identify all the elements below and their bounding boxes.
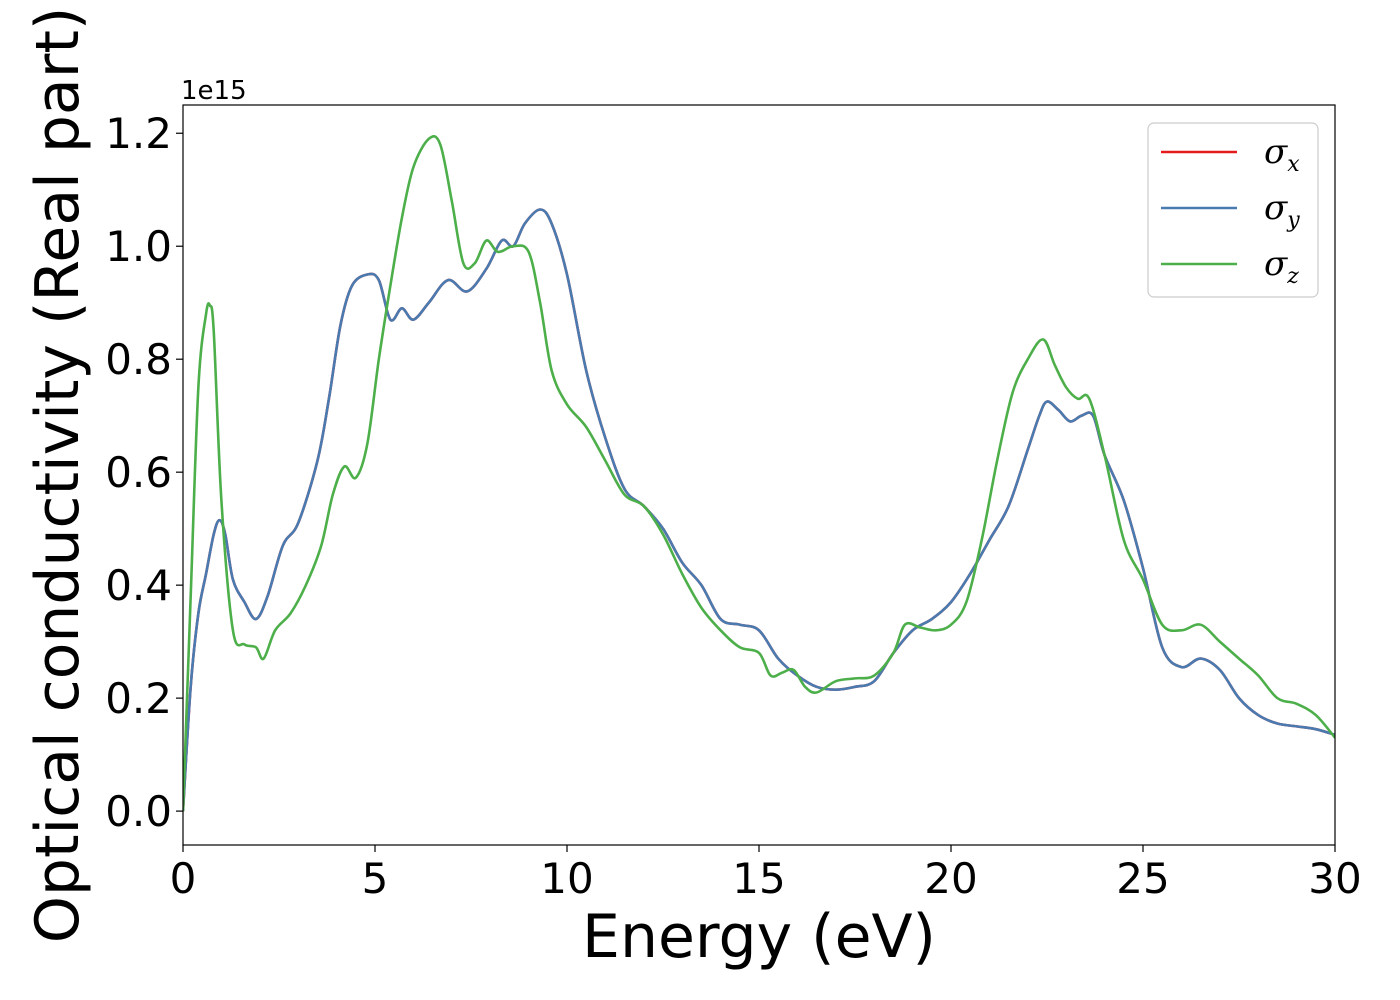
- legend-symbol: σ: [1264, 132, 1288, 172]
- legend-subscript: x: [1287, 152, 1300, 177]
- x-tick-label: 30: [1308, 854, 1361, 903]
- y-tick-label: 0.4: [105, 561, 172, 610]
- legend-label-sigma-x: σx: [1264, 132, 1300, 177]
- series-line-sigma-z: [183, 135, 1335, 812]
- y-tick-label: 0.0: [105, 787, 172, 836]
- series-layer: [183, 135, 1335, 812]
- legend-label-sigma-z: σz: [1264, 244, 1299, 289]
- y-tick-label: 0.2: [105, 674, 172, 723]
- legend-label-sigma-y: σy: [1264, 188, 1300, 233]
- legend-symbol: σ: [1264, 188, 1288, 228]
- x-axis-title: Energy (eV): [582, 902, 936, 972]
- x-tick-label: 10: [540, 854, 593, 903]
- y-tick-label: 1.2: [105, 109, 172, 158]
- y-tick-label: 0.8: [105, 335, 172, 384]
- x-tick-label: 20: [924, 854, 977, 903]
- x-tick-label: 25: [1116, 854, 1169, 903]
- x-axis: 0 5 10 15 20 25 30: [170, 845, 1362, 903]
- y-axis: 0.0 0.2 0.4 0.6 0.8 1.0 1.2: [105, 109, 183, 836]
- y-tick-label: 1.0: [105, 222, 172, 271]
- legend-symbol: σ: [1264, 244, 1288, 284]
- y-axis-title: Optical conductivity (Real part): [23, 7, 93, 944]
- y-tick-label: 0.6: [105, 448, 172, 497]
- legend-frame: [1147, 122, 1319, 298]
- x-tick-label: 5: [362, 854, 389, 903]
- x-tick-label: 15: [732, 854, 785, 903]
- y-offset-text: 1e15: [181, 76, 247, 106]
- legend-subscript: y: [1286, 208, 1300, 233]
- legend-subscript: z: [1286, 264, 1299, 289]
- x-tick-label: 0: [170, 854, 197, 903]
